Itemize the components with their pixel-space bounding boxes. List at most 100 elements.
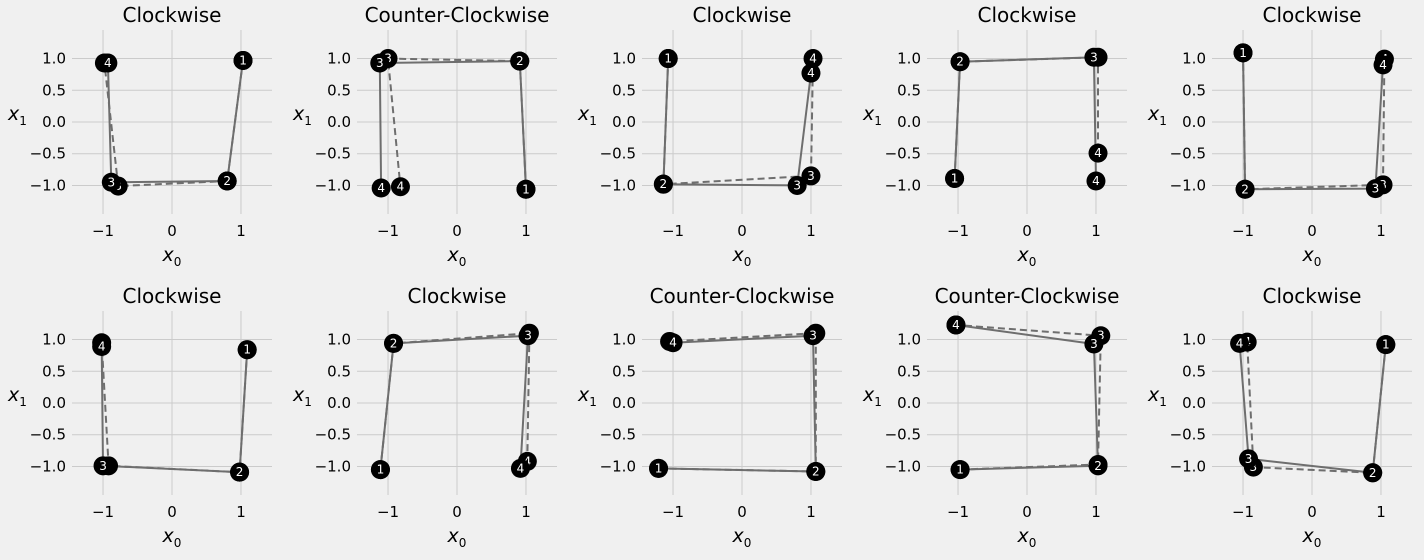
solid-path-line [106,60,244,184]
y-tick-label: −1.0 [1170,176,1206,194]
y-tick-label: 0.0 [897,113,921,131]
y-axis-label-subscript: 1 [874,395,882,409]
y-tick-label: 0.0 [1182,113,1206,131]
solid-point-label: 1 [1239,46,1247,60]
y-axis-label-main: x [292,103,305,125]
y-tick-label: −0.5 [885,145,921,163]
subplot-title: Counter-Clockwise [365,3,550,27]
solid-point-2 [950,52,970,72]
x-axis-label-main: x [1302,525,1315,547]
x-axis-label-main: x [732,244,745,266]
y-tick-label: −1.0 [885,457,921,475]
subplot-title: Clockwise [978,3,1077,27]
solid-point-4 [371,178,391,198]
y-axis-label-main: x [7,103,20,125]
y-axis-label-main: x [7,384,20,406]
solid-point-4 [946,315,966,335]
solid-point-label: 3 [524,329,532,343]
subplot-3: −1011.00.50.0−0.5−1.0Clockwisex0x1123412… [577,3,842,269]
subplot-title: Counter-Clockwise [650,284,835,308]
x-axis-label-main: x [447,525,460,547]
subplot-2: −1 0 11.00.50.0−0.5−1.0Counter-Clockwisex0… [292,3,557,269]
y-tick-label: 1.0 [42,50,66,68]
dashed-point-label: 3 [807,169,815,183]
x-axis-label-subscript: 0 [744,536,752,550]
solid-point-2 [510,51,530,71]
y-tick-label: −0.5 [315,426,351,444]
y-tick-label: 1.0 [612,50,636,68]
dashed-point-4 [1088,143,1108,163]
solid-point-1 [237,340,257,360]
solid-point-1 [1376,335,1396,355]
solid-point-label: 1 [664,52,672,66]
dashed-point-label: 3 [1250,460,1258,474]
x-axis-label-subscript: 0 [174,536,182,550]
x-axis-label-subscript: 0 [1314,536,1322,550]
y-axis-label: x1 [7,103,27,128]
dashed-point-3 [801,166,821,186]
x-tick-label: 0 [737,503,747,521]
solid-point-label: 2 [812,465,820,479]
solid-point-1 [1233,43,1253,63]
solid-point-label: 2 [1094,459,1102,473]
solid-point-label: 1 [655,461,663,475]
solid-point-label: 4 [377,181,385,195]
y-tick-label: 1.0 [612,331,636,349]
y-tick-label: 0.5 [612,81,636,99]
solid-point-4 [801,63,821,83]
y-axis-label-subscript: 1 [304,395,312,409]
solid-point-label: 1 [522,182,530,196]
subplot-title: Clockwise [123,3,222,27]
solid-point-label: 2 [236,465,244,479]
solid-point-label: 4 [1379,58,1387,72]
dashed-point-label: 4 [524,454,532,468]
x-axis-label-main: x [162,525,175,547]
dashed-path-line [100,342,249,474]
solid-point-label: 2 [1241,182,1249,196]
subplot-6: −1011.00.50.0−0.5−1.0Clockwisex0x1123412… [7,284,272,550]
x-tick-label: 0 [452,503,462,521]
y-tick-label: 0.5 [612,362,636,380]
y-axis-label-subscript: 1 [1159,114,1167,128]
y-axis-label-subscript: 1 [589,114,597,128]
y-tick-label: 0.0 [327,394,351,412]
y-tick-label: 1.0 [1182,50,1206,68]
y-tick-label: 0.0 [897,394,921,412]
solid-point-label: 2 [390,336,398,350]
solid-point-1 [945,168,965,188]
x-tick-label: −1 [92,222,114,240]
x-tick-label: 0 [1022,503,1032,521]
solid-point-label: 3 [99,459,107,473]
dashed-path-line [1242,52,1386,191]
subplot-4: −1011.00.50.0−0.5−1.0Clockwisex0x1123412… [862,3,1127,269]
y-tick-label: 0.0 [42,113,66,131]
solid-point-label: 3 [376,56,384,70]
solid-point-3 [518,326,538,346]
x-axis-label: x0 [1302,244,1322,269]
y-tick-label: −1.0 [885,176,921,194]
solid-point-2 [1235,179,1255,199]
y-tick-label: 1.0 [327,50,351,68]
solid-point-1 [233,50,253,70]
y-axis-label-main: x [577,384,590,406]
subplot-8: −1 0 11.00.50.0−0.5−1.0Counter-Clockwisex0… [577,284,842,550]
x-tick-label: −1 [662,222,684,240]
y-tick-label: 0.0 [42,394,66,412]
solid-point-3 [93,456,113,476]
solid-point-2 [806,462,826,482]
solid-point-label: 3 [809,329,817,343]
x-tick-label: 0 [737,222,747,240]
x-axis-label-subscript: 0 [1029,255,1037,269]
solid-point-4 [663,333,683,353]
y-axis-label: x1 [7,384,27,409]
dashed-path-line [955,324,1102,471]
x-tick-label: 0 [1307,222,1317,240]
solid-path-line [378,60,527,190]
solid-point-2 [230,462,250,482]
y-tick-label: −1.0 [30,176,66,194]
solid-path-line [100,346,249,474]
y-tick-label: 0.0 [612,113,636,131]
solid-point-2 [1088,456,1108,476]
solid-point-label: 3 [1245,452,1253,466]
y-tick-label: 0.0 [327,113,351,131]
